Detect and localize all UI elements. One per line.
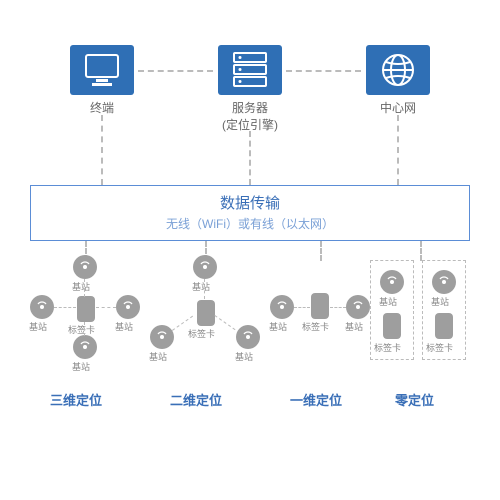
bs-node — [116, 295, 140, 319]
conn-server-center — [286, 70, 361, 72]
bs-node — [380, 270, 404, 294]
center-label: 中心网 — [348, 99, 448, 116]
edge — [84, 322, 85, 336]
tag-label: 标签卡 — [68, 323, 95, 336]
edge — [294, 307, 310, 308]
bs-node — [270, 295, 294, 319]
bs-label: 基站 — [235, 350, 253, 363]
clusters-row: 基站 基站 基站 基站 标签卡 三维定位 基站 基站 — [30, 255, 470, 425]
bs-node — [30, 295, 54, 319]
tag-label: 标签卡 — [426, 341, 453, 354]
bs-label: 基站 — [29, 320, 47, 333]
cluster-2d: 基站 基站 基站 标签卡 — [150, 255, 260, 385]
bs-label: 基站 — [149, 350, 167, 363]
cluster-0d: 基站 标签卡 基站 标签卡 — [370, 255, 470, 385]
tag-node — [435, 313, 453, 339]
edge — [330, 307, 346, 308]
data-transmission-box: 数据传输 无线（WiFi）或有线（以太网） — [30, 185, 470, 241]
bs-node — [73, 255, 97, 279]
vconn-terminal — [101, 115, 103, 185]
bs-node — [236, 325, 260, 349]
bs-label: 基站 — [72, 360, 90, 373]
terminal-label: 终端 — [52, 99, 152, 116]
monitor-icon — [82, 53, 122, 87]
bs-label: 基站 — [269, 320, 287, 333]
server-icon — [230, 51, 270, 89]
tag-label: 标签卡 — [188, 327, 215, 340]
tag-node — [77, 296, 95, 322]
server-sublabel-text: (定位引擎) — [222, 118, 278, 132]
cluster-3d-label: 三维定位 — [50, 390, 102, 409]
edge — [214, 315, 235, 330]
edge — [54, 307, 76, 308]
bs-label: 基站 — [379, 295, 397, 308]
tag-node — [311, 293, 329, 319]
cluster-3d: 基站 基站 基站 基站 标签卡 — [30, 255, 140, 385]
globe-icon — [378, 50, 418, 90]
bs-node — [193, 255, 217, 279]
tag-label: 标签卡 — [374, 341, 401, 354]
tag-node — [197, 300, 215, 326]
tag-node — [383, 313, 401, 339]
bs-node — [346, 295, 370, 319]
bs-label: 基站 — [431, 295, 449, 308]
data-transmission-subtitle: 无线（WiFi）或有线（以太网） — [31, 215, 469, 232]
edge — [84, 279, 85, 297]
edge — [204, 279, 205, 299]
vconn-center — [397, 115, 399, 185]
diagram-canvas: 终端 服务器 (定位引擎) 中心 — [30, 45, 470, 445]
conn-terminal-server — [138, 70, 213, 72]
vconn-server — [249, 131, 251, 185]
data-transmission-title: 数据传输 — [31, 192, 469, 213]
tag-label: 标签卡 — [302, 320, 329, 333]
cluster-0d-label: 零定位 — [395, 390, 434, 409]
server-box — [218, 45, 282, 95]
top-row: 终端 服务器 (定位引擎) 中心 — [30, 45, 470, 145]
cluster-1d-label: 一维定位 — [290, 390, 342, 409]
bs-label: 基站 — [192, 280, 210, 293]
bs-node — [150, 325, 174, 349]
server-label-text: 服务器 — [232, 101, 268, 115]
edge — [96, 307, 116, 308]
cluster-2d-label: 二维定位 — [170, 390, 222, 409]
terminal-box — [70, 45, 134, 95]
bs-label: 基站 — [72, 280, 90, 293]
bs-node — [73, 335, 97, 359]
center-box — [366, 45, 430, 95]
bs-label: 基站 — [345, 320, 363, 333]
server-label: 服务器 (定位引擎) — [200, 99, 300, 133]
bs-node — [432, 270, 456, 294]
bs-label: 基站 — [115, 320, 133, 333]
cluster-1d: 基站 基站 标签卡 — [270, 255, 370, 385]
